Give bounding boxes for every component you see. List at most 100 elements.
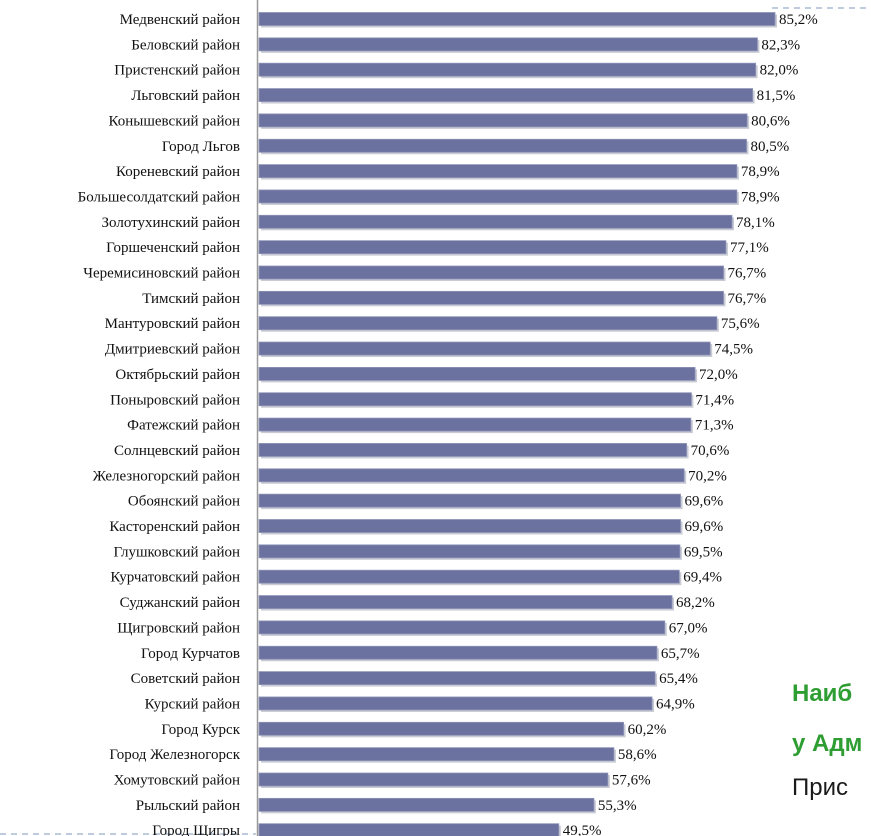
value-label: 65,4% [659,671,698,687]
bar [258,12,776,26]
value-label: 82,3% [761,37,800,53]
bar [258,544,681,559]
bar [258,290,724,305]
side-text-line-2: у Адм [792,730,863,757]
value-label: 70,2% [688,468,727,484]
value-label: 74,5% [714,342,753,358]
bar [258,772,609,787]
category-label: Железногорский район [93,468,240,484]
category-label: Советский район [131,671,240,687]
category-label: Город Льгов [162,139,240,155]
bar [258,696,653,711]
category-label: Большесолдатский район [78,189,240,205]
bar [258,468,685,483]
bar [258,645,658,660]
category-label: Город Щигры [152,823,240,836]
value-label: 72,0% [699,367,738,383]
value-label: 57,6% [612,773,651,789]
category-label: Глушковский район [113,544,240,560]
bar [258,797,595,812]
bar [258,671,656,685]
bar [258,189,738,204]
bar [258,620,666,635]
category-label: Льговский район [131,88,240,104]
value-label: 75,6% [721,316,760,332]
value-label: 69,6% [685,494,724,510]
value-label: 69,6% [685,519,724,535]
value-label: 49,5% [563,823,602,836]
bar [258,240,727,255]
value-label: 60,2% [628,722,667,738]
bar [258,366,696,381]
value-label: 81,5% [757,88,796,104]
category-label: Кореневский район [116,164,240,180]
value-label: 76,7% [728,266,767,282]
bar [258,341,711,356]
value-label: 78,9% [741,164,780,180]
side-text-line-1: Наиб [792,680,853,707]
category-label: Щигровский район [117,620,240,636]
bar [258,214,733,229]
value-label: 69,5% [684,544,723,560]
value-label: 76,7% [728,291,767,307]
category-label: Касторенский район [109,519,240,535]
value-label: 68,2% [676,595,715,611]
bar [258,138,747,153]
category-label: Поныровский район [110,392,240,408]
category-label: Суджанский район [120,595,240,611]
category-label: Курский район [145,696,240,712]
value-label: 85,2% [779,12,818,28]
bar [258,316,718,331]
category-label: Беловский район [131,37,240,53]
bar [258,164,738,179]
value-label: 67,0% [669,620,708,636]
value-label: 65,7% [661,646,700,662]
value-label: 55,3% [598,798,637,814]
bar [258,62,757,77]
category-label: Солнцевский район [114,443,240,459]
side-text-line-3: Прис [792,774,849,801]
value-label: 58,6% [618,747,657,763]
bar [258,443,687,457]
category-label: Дмитриевский район [105,342,240,358]
bar [258,595,673,609]
category-label: Рыльский район [136,798,240,814]
category-label: Золотухинский район [102,215,240,231]
category-label: Мантуровский район [105,316,240,332]
bar [258,392,692,407]
bar [258,417,692,432]
category-label: Октябрьский район [115,367,240,383]
bar [258,265,724,280]
value-label: 71,3% [695,418,734,434]
category-label: Город Железногорск [109,747,240,763]
bar [258,113,748,128]
bar [258,519,681,533]
value-label: 64,9% [656,696,695,712]
bar [258,823,560,836]
bar [258,569,680,584]
value-label: 71,4% [695,392,734,408]
category-label: Хомутовский район [114,773,240,789]
value-label: 78,9% [741,189,780,205]
value-label: 69,4% [683,570,722,586]
category-label: Фатежский район [127,418,240,434]
value-label: 70,6% [691,443,730,459]
category-label: Тимский район [142,291,240,307]
category-label: Курчатовский район [110,570,240,586]
value-label: 80,5% [751,139,790,155]
value-label: 77,1% [730,240,769,256]
category-label: Конышевский район [108,113,240,129]
category-label: Город Курчатов [141,646,240,662]
bar [258,747,615,762]
category-label: Черемисиновский район [83,266,240,282]
category-label: Медвенский район [120,12,240,28]
category-label: Обоянский район [128,494,240,510]
value-label: 82,0% [760,63,799,79]
bar [258,721,624,736]
bar [258,37,758,52]
category-label: Горшеченский район [106,240,240,256]
value-label: 80,6% [751,113,790,129]
bar [258,493,681,508]
category-label: Пристенский район [114,63,240,79]
